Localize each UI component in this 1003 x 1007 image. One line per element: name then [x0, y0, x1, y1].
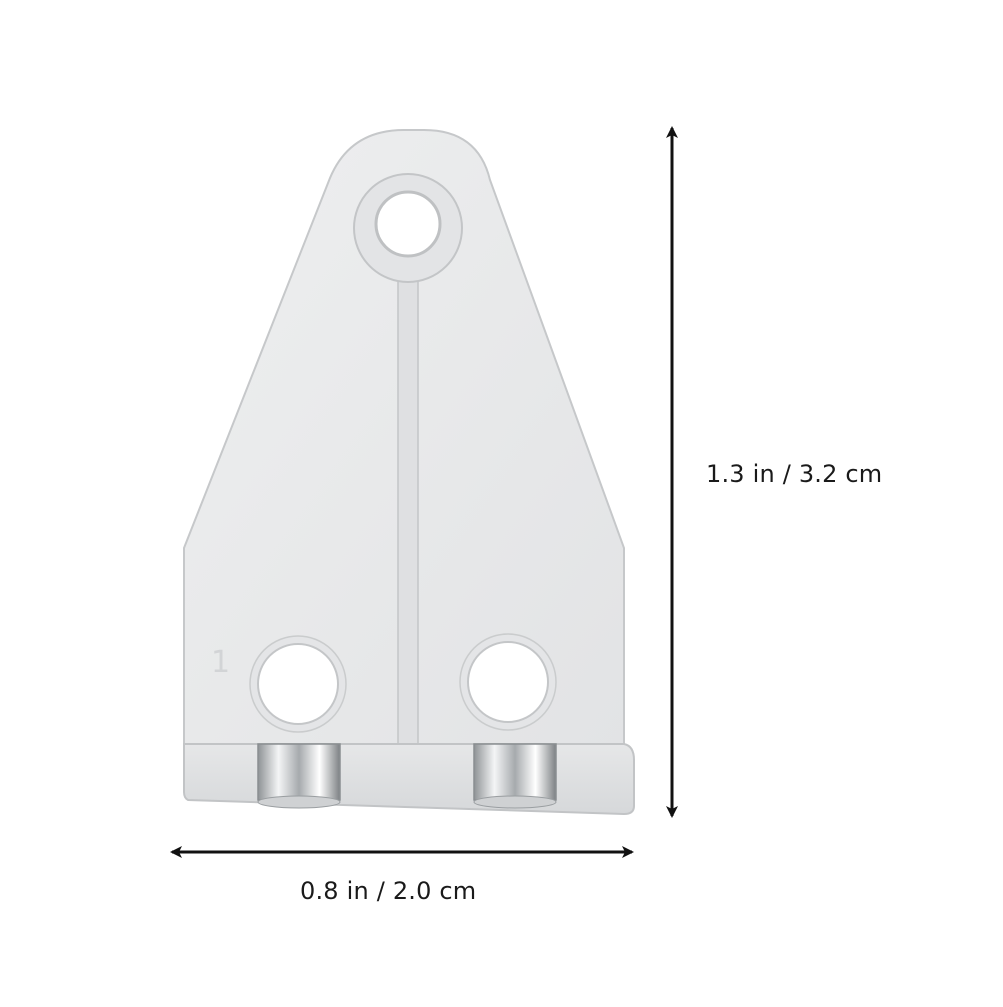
height-dimension-label: 1.3 in / 3.2 cm: [706, 460, 883, 488]
left-insert-bottom: [257, 795, 341, 809]
lower-right-hole: [467, 641, 549, 723]
bracket-flange: [183, 743, 635, 816]
bracket-part: 1: [183, 129, 635, 816]
width-dimension-label: 0.8 in / 2.0 cm: [300, 877, 477, 905]
lower-left-hole: [257, 643, 339, 725]
right-metal-insert: [473, 743, 557, 801]
center-channel: [397, 282, 419, 749]
embossed-mark: 1: [211, 645, 230, 680]
right-insert-bottom: [473, 795, 557, 809]
left-metal-insert: [257, 743, 341, 801]
top-hole: [374, 190, 442, 258]
